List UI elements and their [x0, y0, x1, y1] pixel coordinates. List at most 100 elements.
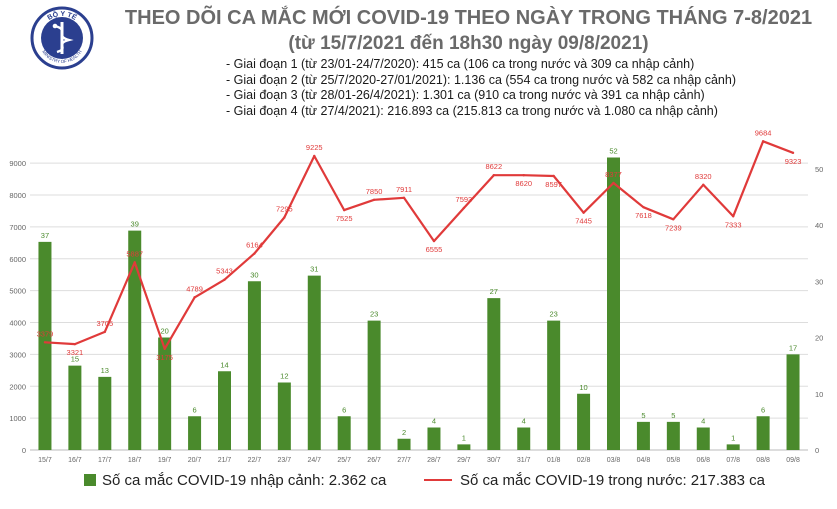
domestic-cases-line [44, 140, 794, 350]
bar-value-label: 30 [250, 270, 258, 279]
line-point [492, 173, 496, 177]
bar [188, 416, 202, 450]
line-point [462, 206, 466, 210]
legend-bar-swatch [84, 474, 96, 486]
phase-1-summary: - Giai đoạn 1 (từ 23/01-24/7/2020): 415 … [226, 57, 695, 71]
line-point [73, 342, 77, 346]
ministry-logo: BỘ Y TẾ MINISTRY OF HEALTH [30, 6, 94, 70]
y-left-tick-label: 9000 [9, 159, 26, 168]
line-value-label: 7295 [276, 204, 293, 213]
line-point [313, 154, 316, 158]
line-value-label: 4789 [186, 284, 203, 293]
line-point [702, 183, 705, 186]
bar-value-label: 27 [490, 287, 498, 296]
bar [367, 320, 381, 450]
bar-value-label: 13 [101, 366, 109, 375]
bar [547, 320, 561, 450]
y-right-tick-label: 0 [815, 446, 819, 455]
line-value-label: 5343 [216, 267, 233, 276]
x-tick-label: 15/7 [38, 457, 52, 464]
bar [397, 438, 411, 450]
line-value-label: 6555 [426, 245, 443, 254]
line-value-label: 7593 [456, 195, 473, 204]
line-value-label: 7618 [635, 211, 652, 220]
bar [307, 275, 321, 450]
legend-domestic-label: Số ca mắc COVID-19 trong nước: 217.383 c… [460, 472, 766, 489]
bar-value-label: 2 [402, 428, 406, 437]
bar [726, 444, 740, 450]
x-tick-label: 22/7 [248, 457, 262, 464]
bar [38, 241, 52, 450]
x-tick-label: 03/8 [607, 457, 621, 464]
y-left-tick-label: 3000 [9, 350, 26, 359]
bar-value-label: 5 [641, 411, 645, 420]
bar [517, 427, 531, 450]
bar-value-label: 12 [280, 372, 288, 381]
bar-value-label: 4 [701, 417, 705, 426]
line-value-label: 3379 [37, 329, 54, 338]
line-point [253, 252, 256, 255]
page-subtitle: (từ 15/7/2021 đến 18h30 ngày 09/8/2021) [288, 33, 649, 54]
line-point [672, 218, 675, 221]
bar-value-label: 20 [160, 327, 168, 336]
y-right-tick-label: 30 [815, 277, 823, 286]
bar-value-label: 4 [522, 417, 526, 426]
x-tick-label: 27/7 [397, 457, 411, 464]
line-point [193, 296, 196, 299]
bar-value-label: 39 [131, 220, 139, 229]
line-value-label: 7850 [366, 187, 383, 196]
line-value-label: 9684 [755, 128, 772, 137]
x-tick-label: 08/8 [756, 457, 770, 464]
x-tick-label: 04/8 [637, 457, 651, 464]
phase-summary-list: - Giai đoạn 1 (từ 23/01-24/7/2020): 415 … [226, 57, 736, 119]
line-value-label: 7911 [396, 185, 412, 194]
line-value-label: 9323 [785, 157, 802, 166]
line-value-label: 6164 [246, 241, 263, 250]
line-value-label: 8377 [605, 170, 622, 179]
x-tick-label: 01/8 [547, 457, 561, 464]
line-point [283, 216, 286, 219]
line-value-label: 3175 [156, 353, 173, 362]
phase-2-summary: - Giai đoạn 2 (từ 25/7/2020-27/01/2021):… [226, 72, 736, 87]
line-point [402, 196, 406, 200]
bar-value-label: 15 [71, 355, 79, 364]
bar-value-label: 14 [220, 360, 228, 369]
bar-value-label: 23 [549, 310, 557, 319]
bar-value-label: 6 [192, 405, 196, 414]
bar-value-label: 4 [432, 417, 436, 426]
legend-imported-label: Số ca mắc COVID-19 nhập cảnh: 2.362 ca [102, 472, 387, 489]
line-value-label: 7445 [575, 217, 592, 226]
x-tick-label: 28/7 [427, 457, 441, 464]
line-value-label: 8620 [515, 179, 532, 188]
bar [98, 376, 112, 450]
bar [607, 157, 620, 450]
bar-value-label: 1 [462, 433, 466, 442]
bar [277, 382, 291, 450]
phase-3-summary: - Giai đoạn 3 (từ 28/01-26/4/2021): 1.30… [226, 88, 705, 102]
x-tick-label: 02/8 [577, 457, 591, 464]
page-title: THEO DÕI CA MẮC MỚI COVID-19 THEO NGÀY T… [124, 7, 813, 29]
bar [666, 421, 680, 450]
x-tick-label: 18/7 [128, 457, 142, 464]
bar [457, 444, 471, 450]
y-left-tick-label: 1000 [9, 414, 26, 423]
line-point [223, 278, 226, 281]
x-tick-label: 21/7 [218, 457, 232, 464]
line-point [522, 174, 525, 177]
line-value-label: 8622 [485, 162, 502, 171]
y-right-tick-label: 10 [815, 390, 823, 399]
y-right-tick-label: 20 [815, 334, 823, 343]
x-tick-label: 09/8 [786, 457, 800, 464]
bar-value-label: 5 [671, 411, 675, 420]
bar-value-label: 6 [342, 405, 346, 414]
bar [636, 421, 650, 450]
bar-value-label: 10 [579, 383, 587, 392]
bar [756, 416, 770, 450]
bar [247, 281, 261, 450]
x-tick-label: 20/7 [188, 457, 202, 464]
bar-value-label: 52 [609, 147, 617, 156]
line-point [761, 140, 765, 143]
bar [337, 416, 351, 450]
x-tick-label: 31/7 [517, 457, 531, 464]
